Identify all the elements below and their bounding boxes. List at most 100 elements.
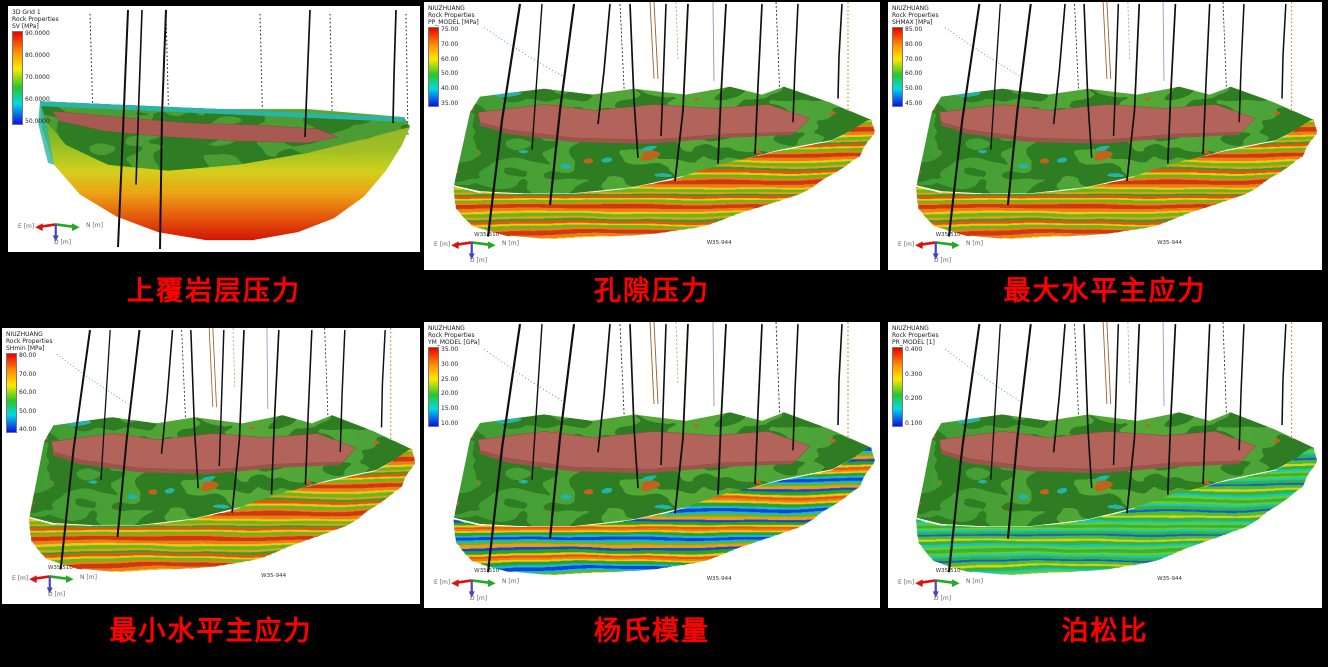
colorbar-ticks: 90.0000 80.0000 70.0000 60.0000 50.0000: [25, 31, 50, 125]
tick-label: 45.00: [905, 99, 923, 107]
well-label: W35-510: [935, 567, 961, 574]
well-label: W35-510: [474, 567, 500, 574]
axis-east-label: E [m]: [898, 241, 915, 248]
axis-north-label: N [m]: [966, 240, 983, 247]
axis-north-label: N [m]: [966, 578, 983, 585]
tick-label: 20.00: [441, 390, 459, 398]
axis-east-label: E [m]: [12, 575, 29, 582]
axis-depth-label: D [m]: [934, 595, 952, 602]
colorbar-legend: NIUZHUANG Rock Properties SHmin [MPa] 80…: [6, 331, 53, 433]
caption-shmax: 最大水平主应力: [1003, 276, 1207, 307]
model-viewport-pp[interactable]: [424, 2, 880, 270]
colorbar: [6, 353, 17, 433]
colorbar: [428, 27, 439, 107]
tick-label: 85.00: [905, 26, 923, 33]
axis-depth-label: D [m]: [54, 239, 72, 246]
colorbar-legend: NIUZHUANG Rock Properties YM_MODEL [GPa]…: [428, 325, 480, 427]
colorbar: [892, 347, 903, 427]
well-label: W35-944: [261, 573, 287, 580]
tick-label: 50.0000: [25, 118, 50, 125]
model-viewport-pr[interactable]: [888, 322, 1322, 608]
tick-label: 80.00: [905, 40, 923, 48]
tick-label: 75.00: [441, 26, 459, 33]
legend-title-line: SV [MPa]: [12, 23, 39, 30]
tick-label: 80.00: [19, 352, 37, 359]
tick-label: 70.00: [19, 370, 37, 378]
legend-title-line: 3D Grid 1: [12, 9, 41, 16]
well-label: W35-944: [706, 239, 732, 246]
legend-title-line: NIUZHUANG: [892, 325, 929, 332]
panel-sv-overburden: 3D Grid 1 Rock Properties SV [MPa] 90.00…: [8, 6, 420, 252]
model-viewport-shmax[interactable]: [888, 2, 1322, 270]
legend-title-line: Rock Properties: [428, 332, 475, 339]
caption-pp: 孔隙压力: [594, 276, 710, 307]
model-viewport-ym[interactable]: [424, 322, 880, 608]
tick-label: 0.100: [905, 419, 923, 427]
colorbar: [12, 31, 23, 125]
panel-shmax: NIUZHUANG Rock Properties SHMAX [MPa] 85…: [888, 2, 1322, 270]
legend-title-line: NIUZHUANG: [892, 5, 929, 12]
tick-label: 35.00: [441, 346, 459, 353]
legend-title-line: Rock Properties: [428, 12, 475, 19]
axis-triad: E [m] N [m] D [m]: [898, 234, 990, 266]
tick-label: 60.00: [905, 70, 923, 78]
legend-title-line: SHMAX [MPa]: [892, 19, 933, 26]
tick-label: 25.00: [441, 375, 459, 383]
panel-youngs-modulus: NIUZHUANG Rock Properties YM_MODEL [GPa]…: [424, 322, 880, 608]
well-label: W35-944: [1157, 576, 1182, 583]
tick-label: 40.00: [441, 85, 459, 93]
legend-title-line: Rock Properties: [892, 332, 939, 339]
legend-title-line: NIUZHUANG: [428, 325, 465, 332]
axis-east-label: E [m]: [898, 579, 915, 586]
tick-label: 30.00: [441, 360, 459, 368]
legend-title-line: NIUZHUANG: [6, 331, 43, 338]
axis-east-label: E [m]: [434, 241, 451, 248]
colorbar-legend: 3D Grid 1 Rock Properties SV [MPa] 90.00…: [12, 9, 59, 125]
colorbar-legend: NIUZHUANG Rock Properties PR_MODEL [1] 0…: [892, 325, 939, 427]
axis-north-label: N [m]: [86, 222, 103, 229]
legend-title-line: Rock Properties: [6, 338, 53, 345]
colorbar-ticks: 75.00 70.00 60.00 50.00 40.00 35.00: [441, 27, 458, 107]
tick-label: 50.00: [441, 70, 459, 78]
tick-label: 70.00: [905, 55, 923, 63]
axis-triad: E [m] N [m] D [m]: [12, 568, 104, 600]
axis-depth-label: D [m]: [470, 257, 488, 264]
well-label: W35-510: [47, 564, 73, 571]
caption-shmin: 最小水平主应力: [109, 616, 313, 647]
legend-title-line: PP_MODEL [MPa]: [428, 19, 479, 26]
colorbar: [428, 347, 439, 427]
tick-label: 40.00: [19, 426, 37, 433]
axis-depth-label: D [m]: [48, 591, 66, 598]
tick-label: 70.00: [441, 40, 459, 48]
legend-title-line: Rock Properties: [12, 16, 59, 23]
panel-pore-pressure: NIUZHUANG Rock Properties PP_MODEL [MPa]…: [424, 2, 880, 270]
colorbar: [892, 27, 903, 107]
colorbar-legend: NIUZHUANG Rock Properties PP_MODEL [MPa]…: [428, 5, 479, 107]
caption-ym: 杨氏模量: [594, 616, 710, 647]
axis-triad: E [m] N [m] D [m]: [898, 572, 990, 604]
caption-sv: 上覆岩层压力: [127, 276, 301, 307]
legend-title-line: YM_MODEL [GPa]: [428, 339, 480, 346]
axis-north-label: N [m]: [502, 578, 519, 585]
model-viewport-shmin[interactable]: [2, 328, 420, 604]
legend-title-line: SHmin [MPa]: [6, 345, 45, 352]
tick-label: 80.0000: [25, 52, 50, 59]
well-label: W35-510: [935, 231, 961, 238]
tick-label: 70.0000: [25, 74, 50, 81]
tick-label: 0.400: [905, 346, 923, 353]
panel-shmin: NIUZHUANG Rock Properties SHmin [MPa] 80…: [2, 328, 420, 604]
axis-triad: E [m] N [m] D [m]: [434, 234, 526, 266]
tick-label: 15.00: [441, 405, 459, 413]
legend-title-line: PR_MODEL [1]: [892, 339, 935, 346]
colorbar-legend: NIUZHUANG Rock Properties SHMAX [MPa] 85…: [892, 5, 939, 107]
axis-north-label: N [m]: [502, 240, 519, 247]
tick-label: 60.00: [19, 389, 37, 396]
colorbar-ticks: 35.00 30.00 25.00 20.00 15.00 10.00: [441, 347, 458, 427]
tick-label: 60.0000: [25, 96, 50, 103]
axis-depth-label: D [m]: [934, 257, 952, 264]
colorbar-ticks: 80.00 70.00 60.00 50.00 40.00: [19, 353, 36, 433]
well-label: W35-510: [474, 231, 500, 238]
well-label: W35-944: [1157, 239, 1182, 246]
axis-east-label: E [m]: [18, 223, 35, 230]
